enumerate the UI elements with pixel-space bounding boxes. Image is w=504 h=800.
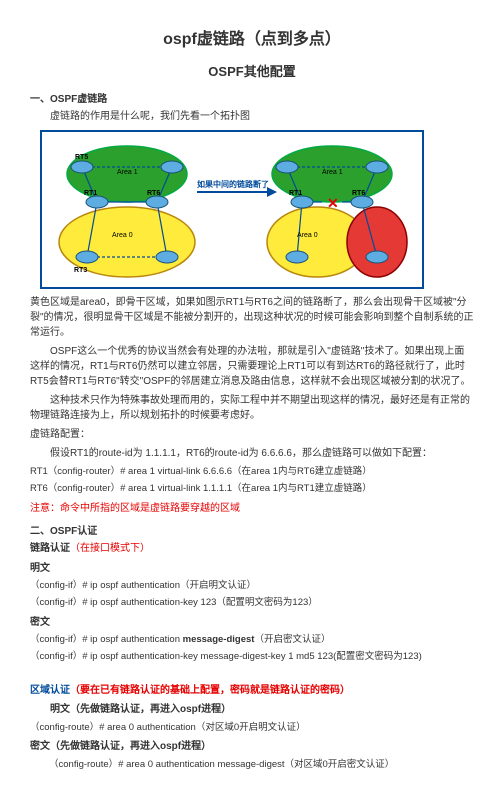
link-auth-label: 链路认证 <box>30 543 70 554</box>
page-subtitle: OSPF其他配置 <box>30 61 474 80</box>
para-1: 虚链路的作用是什么呢，我们先看一个拓扑图 <box>30 109 474 124</box>
svg-text:RT3: RT3 <box>74 267 87 274</box>
svg-text:RT1: RT1 <box>84 190 97 197</box>
cipher-heading: 密文 <box>30 615 474 630</box>
svg-text:Area 0: Area 0 <box>297 232 318 239</box>
svg-text:RT6: RT6 <box>352 190 365 197</box>
svg-text:Area 1: Area 1 <box>117 169 138 176</box>
note-red-1: 注意：命令中所指的区域是虚链路要穿越的区域 <box>30 501 474 516</box>
cmd-auth-1: （config-if）# ip ospf authentication（开启明文… <box>30 579 474 593</box>
area-auth-note: （要在已有链路认证的基础上配置，密码就是链路认证的密码） <box>70 685 350 696</box>
area-plain-heading: 明文（先做链路认证，再进入ospf进程） <box>30 702 474 717</box>
cmd-auth-2: （config-if）# ip ospf authentication-key … <box>30 596 474 610</box>
para-5: 假设RT1的route-id为 1.1.1.1，RT6的route-id为 6.… <box>30 446 474 461</box>
svg-text:RT1: RT1 <box>289 190 302 197</box>
link-auth-note: （在接口模式下） <box>70 543 150 554</box>
svg-text:RT6: RT6 <box>147 190 160 197</box>
section-2-heading: 二、OSPF认证 <box>30 522 474 537</box>
svg-text:Area 0: Area 0 <box>112 232 133 239</box>
sub-virtual-config: 虚链路配置： <box>30 427 474 442</box>
section-1-heading: 一、OSPF虚链路 <box>30 90 474 105</box>
cmd-auth-4: （config-if）# ip ospf authentication-key … <box>30 650 474 664</box>
area-cipher-heading: 密文（先做链路认证，再进入ospf进程） <box>30 739 474 754</box>
para-3: OSPF这么一个优秀的协议当然会有处理的办法啦，那就是引入"虚链路"技术了。如果… <box>30 344 474 389</box>
cmd-rt1: RT1（config-router）# area 1 virtual-link … <box>30 465 474 479</box>
svg-text:✕: ✕ <box>327 195 339 211</box>
cmd-rt6: RT6（config-router）# area 1 virtual-link … <box>30 482 474 496</box>
sub-area-auth: 区域认证（要在已有链路认证的基础上配置，密码就是链路认证的密码） <box>30 683 474 698</box>
svg-text:RT5: RT5 <box>75 154 88 161</box>
page-title: ospf虚链路（点到多点） <box>30 25 474 49</box>
plaintext-heading: 明文 <box>30 561 474 576</box>
cmd-area-2: （config-route）# area 0 authentication me… <box>30 758 474 772</box>
sub-link-auth: 链路认证（在接口模式下） <box>30 541 474 556</box>
cmd-auth-3: （config-if）# ip ospf authentication mess… <box>30 633 474 647</box>
para-2: 黄色区域是area0，即骨干区域，如果如图示RT1与RT6之间的链路断了，那么会… <box>30 295 474 340</box>
area-auth-label: 区域认证 <box>30 685 70 696</box>
cmd-area-1: （config-route）# area 0 authentication（对区… <box>30 721 474 735</box>
svg-text:如果中间的链路断了: 如果中间的链路断了 <box>197 179 269 189</box>
topology-diagram: RT5 RT1 RT6 RT3 Area 1 Area 0 如果中间的链路断了 … <box>40 130 424 289</box>
svg-text:Area 1: Area 1 <box>322 169 343 176</box>
para-4: 这种技术只作为特殊事故处理而用的，实际工程中并不期望出现这样的情况，最好还是有正… <box>30 393 474 423</box>
